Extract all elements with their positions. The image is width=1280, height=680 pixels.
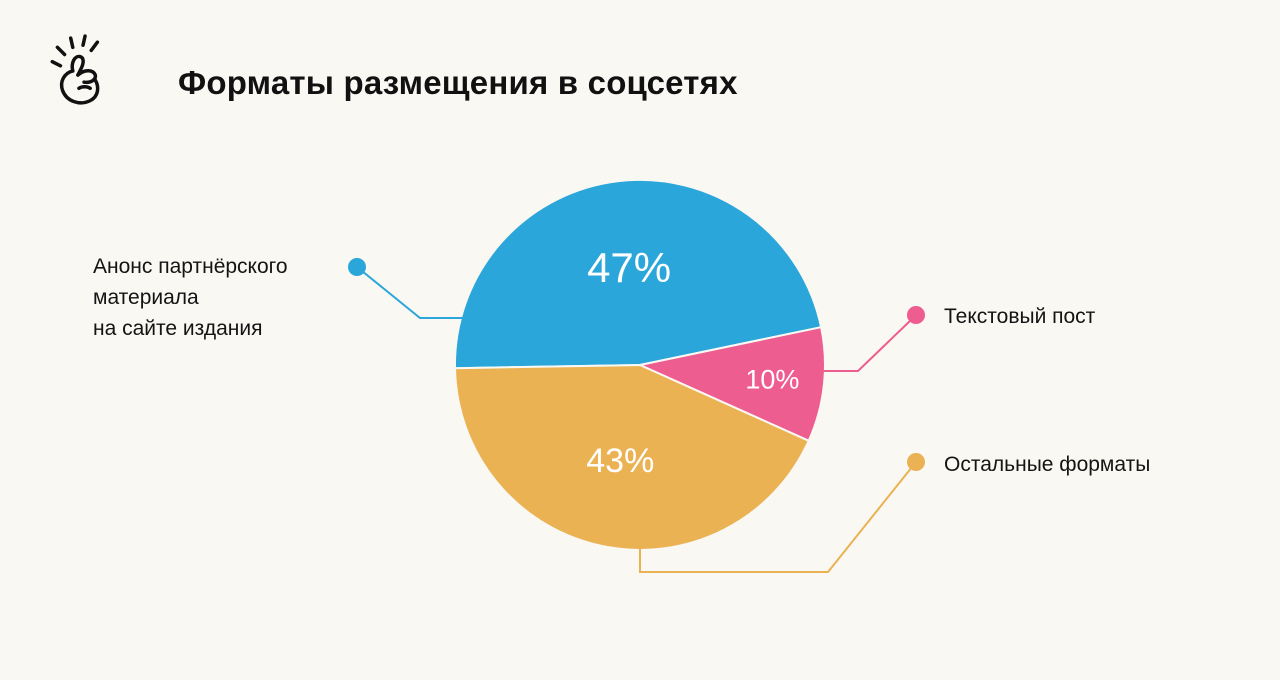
callout-dot-announce bbox=[348, 258, 366, 276]
legend-label-announce: Анонс партнёрского материала на сайте из… bbox=[93, 255, 288, 340]
callout-line-announce bbox=[361, 270, 463, 319]
snap-fingers-logo-graphic bbox=[50, 34, 100, 105]
pie-slice-value-text-post: 10% bbox=[745, 364, 799, 394]
pie-slice-announce bbox=[453, 178, 823, 370]
spark-line bbox=[55, 45, 67, 57]
spark-line bbox=[81, 34, 87, 48]
pie-slice-text-post bbox=[639, 326, 826, 442]
legend-label-text-post: Текстовый пост bbox=[944, 305, 1096, 328]
spark-line bbox=[68, 36, 75, 50]
hand-thumb bbox=[76, 69, 98, 85]
pie-slice-value-announce: 47% bbox=[587, 244, 671, 291]
legend-label-other-formats: Остальные форматы bbox=[944, 453, 1151, 476]
spark-line bbox=[89, 40, 100, 53]
snap-fingers-logo bbox=[46, 34, 118, 116]
callout-dot-text-post bbox=[907, 306, 925, 324]
callout-line-text-post bbox=[820, 318, 913, 372]
page-title: Форматы размещения в соцсетях bbox=[178, 64, 738, 101]
callout-dot-other-formats bbox=[907, 453, 925, 471]
callout-line-other-formats bbox=[639, 466, 913, 573]
pie-slice-value-other-formats: 43% bbox=[586, 442, 654, 480]
hand-finger bbox=[70, 54, 85, 77]
spark-line bbox=[50, 59, 63, 68]
hand-knuckle bbox=[77, 85, 92, 91]
hand-fist bbox=[59, 69, 100, 105]
pie-slice-other-formats bbox=[454, 364, 810, 551]
